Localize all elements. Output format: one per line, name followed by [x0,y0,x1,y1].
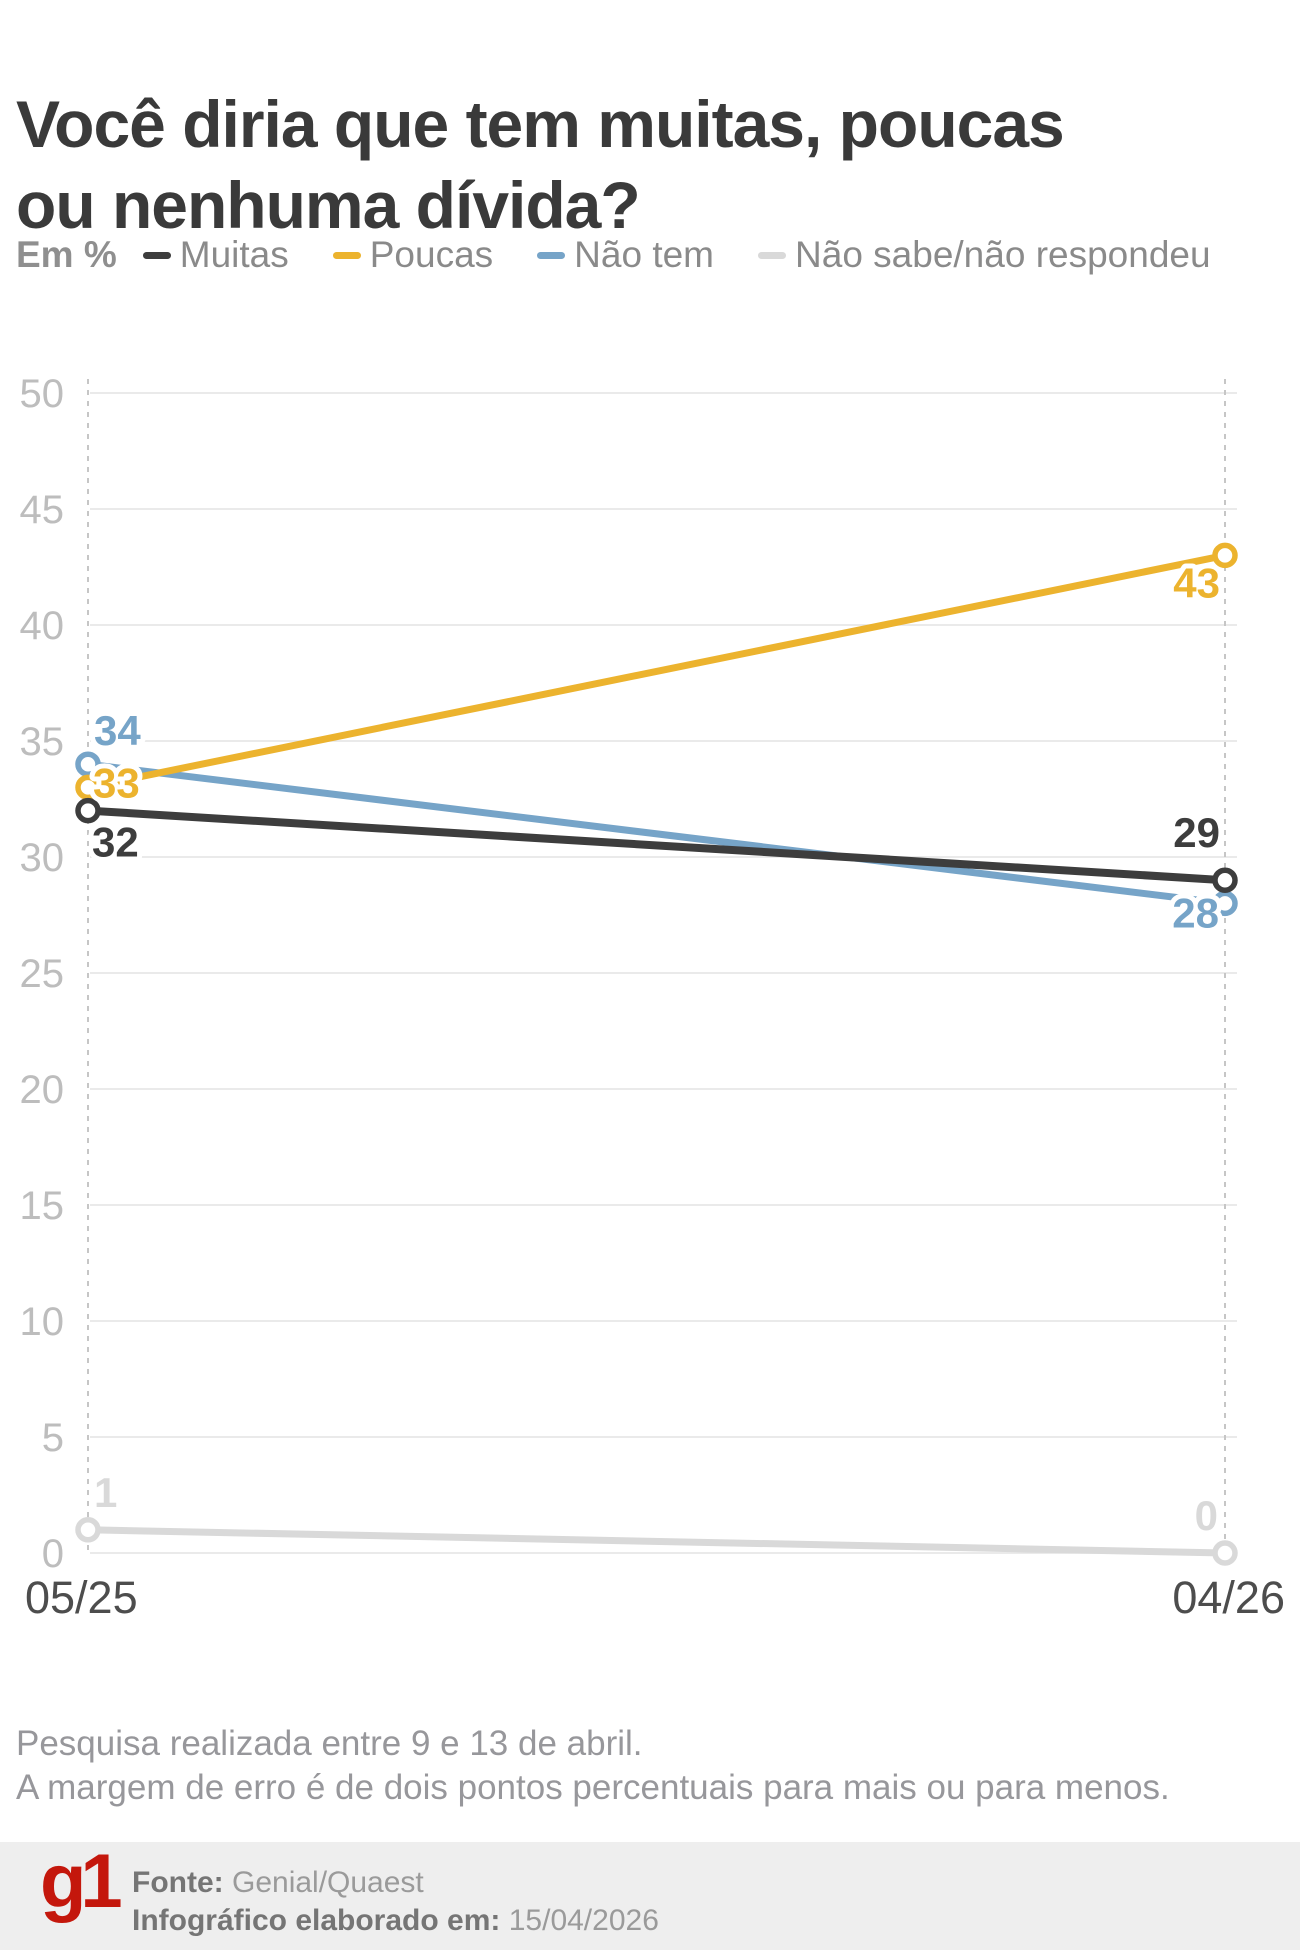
chart-notes: Pesquisa realizada entre 9 e 13 de abril… [16,1722,1296,1810]
margin-error-note: A margem de erro é de dois pontos percen… [16,1768,1170,1807]
data-point-marker [1212,890,1238,917]
y-tick-label: 15 [20,1184,65,1228]
legend-label-poucas: Poucas [369,234,494,275]
survey-period-note: Pesquisa realizada entre 9 e 13 de abril… [16,1724,643,1763]
series-line [87,1526,1226,1557]
elaborated-label: Infográfico elaborado em: [132,1904,501,1937]
source-line: Fonte: Genial/Quaest [132,1864,659,1902]
series-line [87,551,1226,791]
value-label: 28 [1172,889,1219,936]
legend-swatch-muitas [142,251,171,259]
value-label: 43 [1173,559,1220,606]
elaborated-value: 15/04/2026 [508,1904,659,1937]
y-tick-label: 35 [20,720,65,764]
legend-label-muitas: Muitas [179,234,289,275]
legend-item-muitas: Muitas [142,230,289,280]
footer-credits: Fonte: Genial/Quaest Infográfico elabora… [132,1864,659,1940]
value-label: 34 [94,707,141,754]
legend-label-ns-nr: Não sabe/não respondeu [795,234,1211,275]
data-point-marker [1212,1540,1238,1566]
data-point-marker [75,1517,101,1543]
elaborated-line: Infográfico elaborado em: 15/04/2026 [132,1902,659,1940]
legend-swatch-poucas [332,251,361,259]
y-tick-label: 25 [20,952,65,996]
source-value: Genial/Quaest [231,1866,424,1899]
y-tick-label: 50 [20,372,65,416]
data-point-marker [1212,867,1238,893]
y-tick-label: 0 [42,1532,64,1576]
y-tick-label: 20 [20,1068,65,1112]
y-tick-label: 40 [20,604,65,648]
legend: Em % Muitas Poucas Não tem Não sabe/não … [16,230,1286,280]
value-label: 1 [94,1469,117,1516]
value-label: 0 [1195,1492,1218,1539]
legend-item-poucas: Poucas [332,230,494,280]
y-tick-label: 10 [20,1300,65,1344]
data-point-marker [1212,542,1238,569]
legend-item-nao-tem: Não tem [537,230,714,280]
value-label: 32 [92,819,139,866]
legend-swatch-ns-nr [758,251,787,259]
chart-title: Você diria que tem muitas, poucas ou nen… [16,87,1065,243]
value-label: 33 [93,759,140,806]
legend-item-ns-nr: Não sabe/não respondeu [758,230,1211,280]
data-point-marker [75,751,101,777]
series-line [87,806,1226,885]
legend-label-nao-tem: Não tem [574,234,715,275]
y-tick-label: 5 [42,1416,64,1460]
footer: g1 Fonte: Genial/Quaest Infográfico elab… [0,1839,1300,1950]
legend-unit-label: Em % [16,234,117,275]
legend-swatch-nao-tem [537,251,566,259]
series-line [87,760,1226,907]
g1-logo: g1 [40,1839,123,1924]
x-tick-label: 04/26 [1172,1572,1285,1623]
data-point-marker [75,797,101,824]
y-tick-label: 45 [20,488,65,532]
source-label: Fonte: [132,1866,224,1899]
value-label: 29 [1173,809,1220,856]
x-tick-label: 05/25 [25,1572,138,1623]
y-tick-label: 30 [20,836,65,880]
data-point-marker [75,774,101,801]
